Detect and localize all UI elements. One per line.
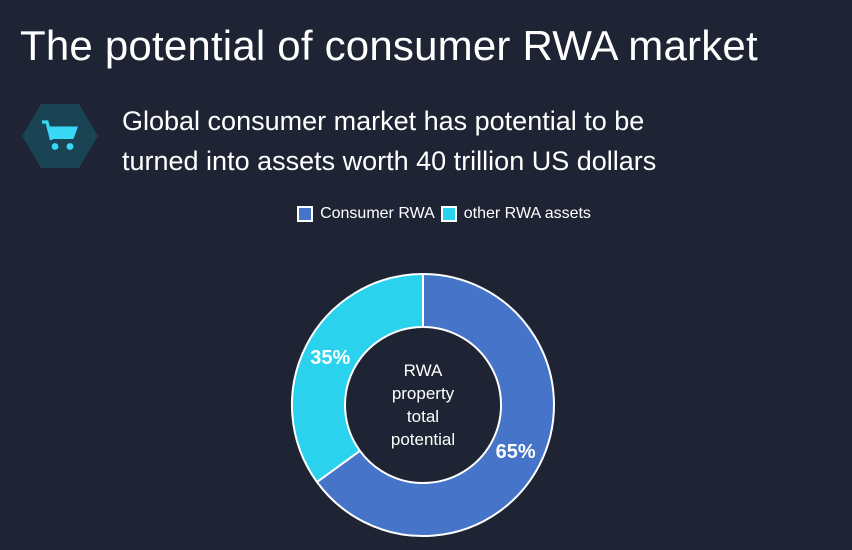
- center-label-line-1: RWA: [403, 361, 443, 380]
- legend-label-consumer-rwa: Consumer RWA: [320, 205, 435, 222]
- cart-hexagon-badge: [22, 104, 98, 168]
- donut-segment-consumer-rwa: [316, 273, 555, 537]
- donut-center-label: RWA property total potential: [348, 359, 498, 451]
- legend-swatch-consumer-rwa: [297, 206, 314, 222]
- legend-item-consumer-rwa: Consumer RWA: [297, 205, 435, 223]
- subtitle-line-2: turned into assets worth 40 trillion US …: [122, 146, 657, 176]
- legend-label-other-rwa-assets: other RWA assets: [463, 205, 591, 222]
- donut-segment-other-rwa-assets: [290, 273, 424, 483]
- center-label-line-3: total: [406, 407, 440, 426]
- shopping-cart-icon: [42, 120, 78, 150]
- legend-swatch-other-rwa-assets: [440, 206, 457, 222]
- legend-item-other-rwa-assets: other RWA assets: [440, 205, 591, 223]
- page-title: The potential of consumer RWA market: [20, 22, 758, 69]
- data-label-other-rwa-assets: 35%: [310, 347, 350, 369]
- data-label-consumer-rwa: 65%: [496, 441, 536, 463]
- chart-legend: Consumer RWA other RWA assets: [18, 205, 852, 223]
- center-label-line-2: property: [391, 384, 455, 403]
- center-label-line-4: potential: [390, 430, 456, 449]
- subtitle-line-1: Global consumer market has potential to …: [122, 106, 645, 136]
- slide-subtitle: Global consumer market has potential to …: [122, 101, 656, 181]
